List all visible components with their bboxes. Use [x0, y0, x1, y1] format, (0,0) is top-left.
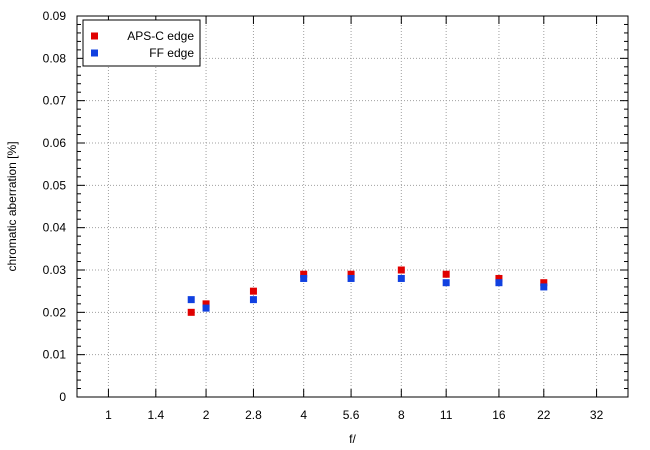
data-point-aps-c	[397, 266, 405, 274]
y-tick-label: 0.08	[43, 51, 67, 65]
x-tick-label: 5.6	[343, 408, 360, 422]
data-point-aps-c	[347, 270, 355, 278]
data-point-ff	[202, 304, 210, 312]
data-point-ff	[249, 296, 257, 304]
data-series	[187, 266, 548, 316]
y-tick-label: 0	[59, 390, 66, 404]
data-point-ff	[397, 274, 405, 282]
data-point-ff	[442, 279, 450, 287]
y-tick-label: 0.04	[43, 221, 67, 235]
plot-area-frame	[76, 15, 629, 398]
legend-box	[82, 19, 201, 67]
data-point-aps-c	[540, 279, 548, 287]
x-tick-label: 16	[492, 408, 506, 422]
y-tick-label: 0.06	[43, 136, 67, 150]
x-tick-label: 8	[398, 408, 405, 422]
x-tick-label: 2	[203, 408, 210, 422]
y-tick-label: 0.03	[43, 263, 67, 277]
x-tick-label: 32	[590, 408, 604, 422]
data-point-aps-c	[442, 270, 450, 278]
data-point-ff	[187, 296, 195, 304]
x-tick-label: 1.4	[147, 408, 164, 422]
axis-ticks: 0 0.01 0.02 0.03 0.04 0.05 0.06 0.07 0.08 0.09 1 1.…	[43, 9, 628, 422]
legend-swatch	[91, 49, 98, 57]
legend-label: APS-C edge	[127, 29, 194, 43]
y-tick-label: 0.07	[43, 94, 67, 108]
y-axis-title: chromatic aberration [%]	[5, 141, 19, 271]
data-point-aps-c	[202, 300, 210, 308]
data-point-ff	[300, 274, 308, 282]
x-tick-label: 1	[105, 408, 112, 422]
legend: APS-C edge FF edge	[82, 19, 201, 67]
data-point-ff	[347, 274, 355, 282]
legend-label: FF edge	[149, 46, 194, 60]
data-point-aps-c	[249, 287, 257, 295]
legend-swatch	[91, 32, 98, 40]
data-point-aps-c	[187, 308, 195, 316]
data-point-aps-c	[495, 274, 503, 282]
x-tick-label: 11	[440, 408, 453, 422]
y-tick-label: 0.02	[43, 305, 67, 319]
x-tick-label: 2.8	[245, 408, 262, 422]
grid	[77, 16, 628, 397]
x-axis-title: f/	[349, 432, 356, 446]
y-tick-label: 0.05	[43, 178, 67, 192]
x-tick-label: 22	[537, 408, 551, 422]
x-tick-label: 4	[300, 408, 307, 422]
data-point-aps-c	[300, 270, 308, 278]
y-tick-label: 0.09	[43, 9, 67, 23]
data-point-ff	[540, 283, 548, 291]
data-point-ff	[495, 279, 503, 287]
y-tick-label: 0.01	[43, 348, 67, 362]
